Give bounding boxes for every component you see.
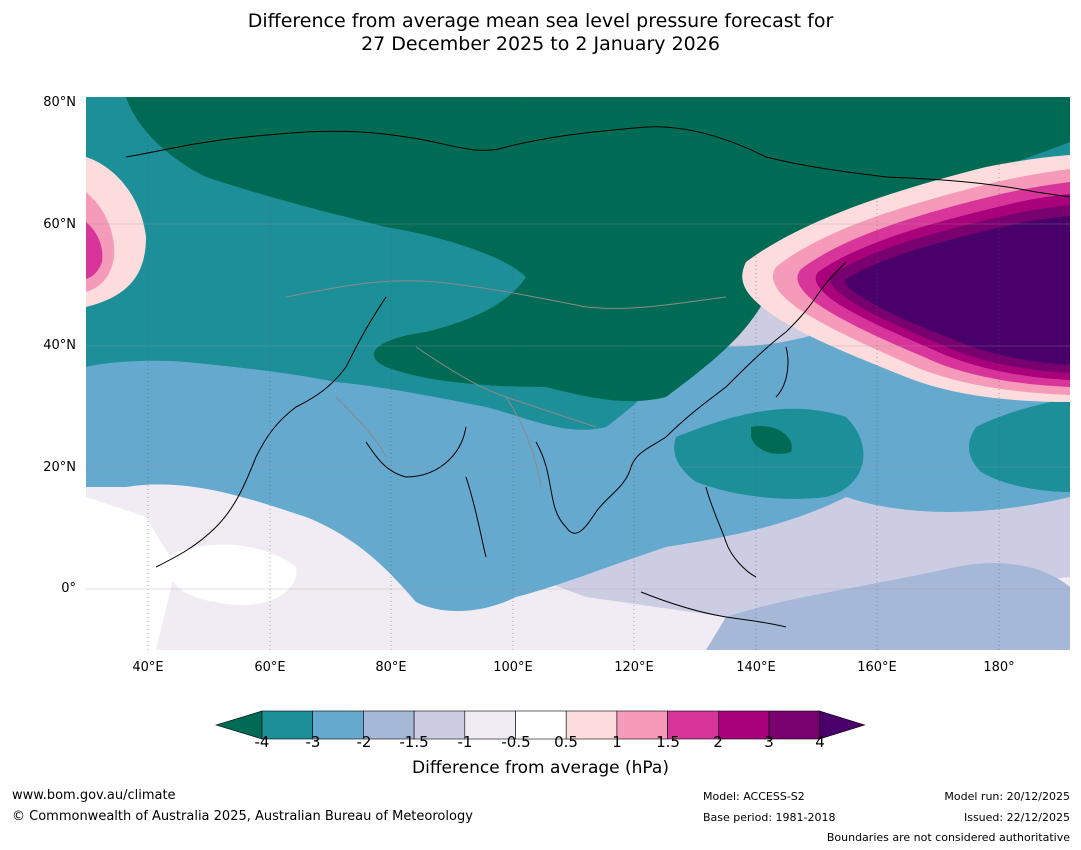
lat-label-20n: 20°N xyxy=(43,460,76,475)
colorbar-cells xyxy=(214,710,866,740)
region-anomaly-minus-1-5-pacific xyxy=(706,563,1070,650)
map-title: Difference from average mean sea level p… xyxy=(0,10,1081,56)
title-line-1: Difference from average mean sea level p… xyxy=(247,10,834,32)
lon-label-80e: 80°E xyxy=(375,660,407,675)
colorbar xyxy=(214,710,866,740)
colorbar-tick-label: -3 xyxy=(305,733,321,751)
colorbar-tick-label: -1 xyxy=(457,733,473,751)
region-anomaly-minus-3-philippine-sea xyxy=(674,408,864,499)
lon-label-140e: 140°E xyxy=(736,660,776,675)
colorbar-cell xyxy=(717,710,770,740)
footer-issued: Issued: 22/12/2025 xyxy=(963,811,1070,824)
footer-website: www.bom.gov.au/climate xyxy=(12,788,176,803)
region-neutral-indian-ocean xyxy=(166,544,297,606)
colorbar-cell xyxy=(312,710,364,740)
lon-label-60e: 60°E xyxy=(254,660,286,675)
lon-label-40e: 40°E xyxy=(132,660,164,675)
colorbar-tick-label: 0.5 xyxy=(554,733,578,751)
country-borders xyxy=(285,280,727,488)
colorbar-cell xyxy=(616,710,668,740)
lon-label-100e: 100°E xyxy=(493,660,533,675)
title-line-2: 27 December 2025 to 2 January 2026 xyxy=(361,33,720,55)
coastlines xyxy=(125,126,1070,628)
colorbar-tick-label: -4 xyxy=(254,733,270,751)
colorbar-cell xyxy=(565,710,618,740)
lon-label-120e: 120°E xyxy=(614,660,654,675)
footer-model-run: Model run: 20/12/2025 xyxy=(944,790,1070,803)
lat-label-40n: 40°N xyxy=(43,338,76,353)
graticule xyxy=(86,97,1070,650)
colorbar-arrow-high xyxy=(819,710,866,740)
colorbar-tick-label: -2 xyxy=(356,733,372,751)
lon-label-180: 180° xyxy=(983,660,1015,675)
region-neutral-africa xyxy=(86,497,176,650)
colorbar-tick-label: 4 xyxy=(815,733,825,751)
region-anomaly-below-minus-4-small xyxy=(751,426,792,454)
colorbar-cell xyxy=(515,710,567,740)
colorbar-tick-label: -0.5 xyxy=(501,733,531,751)
colorbar-tick-label: 2 xyxy=(713,733,723,751)
colorbar-tick-label: -1.5 xyxy=(399,733,429,751)
region-anomaly-plus-1-5-west xyxy=(86,222,103,279)
footer-model: Model: ACCESS-S2 xyxy=(703,790,805,803)
colorbar-tick-label: 1.5 xyxy=(656,733,680,751)
colorbar-tick-label: 3 xyxy=(764,733,774,751)
map-svg xyxy=(86,97,1070,650)
lat-label-80n: 80°N xyxy=(43,95,76,110)
footer-boundaries-note: Boundaries are not considered authoritat… xyxy=(826,831,1070,844)
region-anomaly-below-minus-4 xyxy=(126,97,1070,402)
colorbar-cell xyxy=(261,710,314,740)
footer-copyright: © Commonwealth of Australia 2025, Austra… xyxy=(12,809,473,824)
colorbar-tick-label: 1 xyxy=(612,733,622,751)
colorbar-title: Difference from average (hPa) xyxy=(412,758,669,778)
footer-base-period: Base period: 1981-2018 xyxy=(703,811,836,824)
lat-label-0: 0° xyxy=(61,581,76,596)
pressure-anomaly-map xyxy=(86,97,1070,650)
region-anomaly-above-plus-4 xyxy=(845,216,1070,365)
colorbar-cell xyxy=(667,710,719,740)
lat-label-60n: 60°N xyxy=(43,217,76,232)
lon-label-160e: 160°E xyxy=(857,660,897,675)
region-anomaly-minus-3-north-pacific xyxy=(969,397,1070,492)
